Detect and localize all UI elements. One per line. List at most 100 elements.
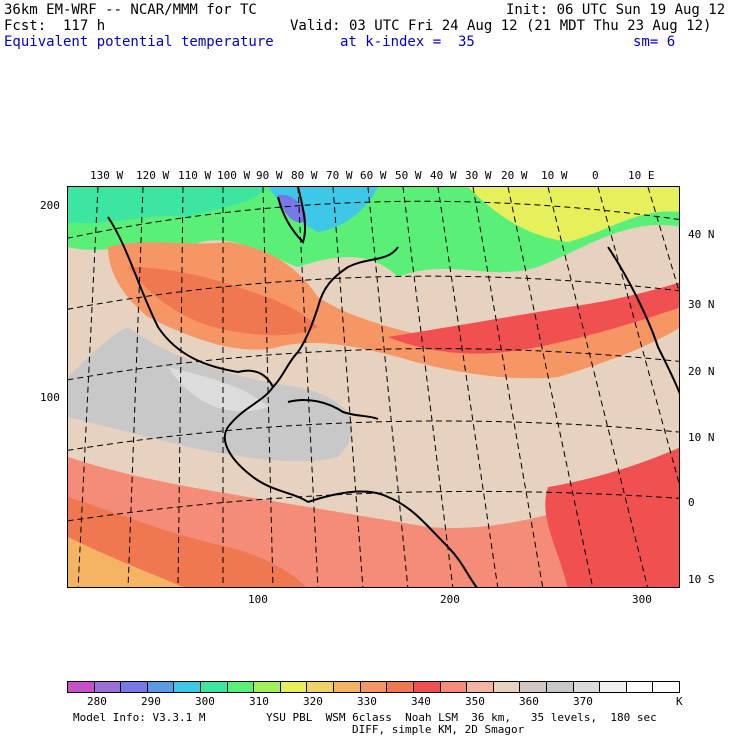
colorbar-swatch [573, 682, 601, 692]
lat-line-0 [68, 490, 679, 522]
field-band-red-southeast [545, 447, 679, 587]
grid-x-label: 300 [632, 593, 652, 606]
colorbar-swatch [174, 682, 202, 692]
coastline-north-america-west [107, 216, 309, 503]
colorbar-label: 350 [465, 695, 485, 708]
lat-line-40n [68, 200, 679, 239]
lon-label: 50 W [395, 169, 422, 182]
field-name: Equivalent potential temperature [4, 34, 274, 50]
coastline-north-america-east [272, 246, 399, 388]
colorbar-swatch [280, 682, 308, 692]
colorbar-swatch [467, 682, 494, 692]
grid-x-label: 200 [440, 593, 460, 606]
colorbar-label: 360 [519, 695, 539, 708]
model-info: Model Info: V3.3.1 M [73, 711, 206, 724]
colorbar-unit: K [676, 695, 683, 708]
lon-label: 130 W [90, 169, 124, 182]
colorbar-swatch [201, 682, 228, 692]
field-band-lightgray [168, 367, 268, 412]
field-band-teal [68, 187, 268, 224]
colorbar-label: 290 [141, 695, 161, 708]
lon-label: 30 W [465, 169, 492, 182]
colorbar-swatch [147, 682, 175, 692]
lon-label: 20 W [501, 169, 528, 182]
colorbar-swatch [413, 682, 441, 692]
graticule [68, 187, 679, 587]
physics-info: YSU PBL WSM 6class Noah LSM 36 km, 35 le… [266, 711, 657, 724]
colorbar-label: 320 [303, 695, 323, 708]
colorbar-label: 340 [411, 695, 431, 708]
colorbar-label: 300 [195, 695, 215, 708]
field-band-yellow [468, 187, 679, 242]
field-band-orange-southwest [68, 537, 184, 587]
smoothing-info: sm= 6 [633, 34, 676, 50]
colorbar-swatch [68, 682, 95, 692]
lat-label: 20 N [688, 365, 715, 378]
lat-label: 10 S [688, 573, 715, 586]
grid-y-label: 100 [40, 391, 60, 404]
forecast-hour: Fcst: 117 h [4, 18, 106, 34]
lat-label: 30 N [688, 298, 715, 311]
lon-label: 80 W [291, 169, 318, 182]
colorbar-swatch [334, 682, 361, 692]
color-bar [67, 681, 680, 693]
map-canvas [68, 187, 679, 587]
theta-e-map [67, 186, 680, 588]
lon-line [332, 187, 364, 587]
lon-label: 40 W [430, 169, 457, 182]
colorbar-swatch [121, 682, 148, 692]
lon-label: 60 W [360, 169, 387, 182]
valid-time: Valid: 03 UTC Fri 24 Aug 12 (21 MDT Thu … [290, 18, 712, 34]
colorbar-swatch [626, 682, 654, 692]
lon-line [262, 187, 274, 587]
lat-label: 40 N [688, 228, 715, 241]
colorbar-swatch [520, 682, 547, 692]
colorbar-swatch [600, 682, 627, 692]
coastline-caribbean [287, 399, 379, 420]
colorbar-label: 310 [249, 695, 269, 708]
lon-line [127, 187, 144, 587]
lon-line [77, 187, 99, 587]
lon-line [437, 187, 499, 587]
lon-label: 110 W [178, 169, 212, 182]
lat-line-30n [68, 275, 679, 310]
colorbar-swatch [360, 682, 388, 692]
lon-line [547, 187, 649, 587]
coastlines [107, 187, 679, 587]
lon-line [472, 187, 544, 587]
diffusion-info: DIFF, simple KM, 2D Smagor [352, 723, 525, 736]
level-info: at k-index = 35 [340, 34, 475, 50]
grid-x-label: 100 [248, 593, 268, 606]
colorbar-swatch [307, 682, 335, 692]
colorbar-label: 330 [357, 695, 377, 708]
colorbar-swatch [227, 682, 255, 692]
lon-label: 10 W [541, 169, 568, 182]
colorbar-swatch [387, 682, 414, 692]
grid-y-label: 200 [40, 199, 60, 212]
colorbar-swatch [440, 682, 468, 692]
init-time: Init: 06 UTC Sun 19 Aug 12 [506, 2, 726, 18]
lat-line-10n [68, 420, 679, 451]
coastline-africa [607, 246, 679, 395]
colorbar-swatch [546, 682, 574, 692]
colorbar-swatch [493, 682, 521, 692]
lon-label: 90 W [256, 169, 283, 182]
lon-label: 120 W [136, 169, 170, 182]
lat-label: 0 [688, 496, 695, 509]
field-band-purple [278, 194, 307, 223]
lon-line [177, 187, 184, 587]
lon-label: 100 W [217, 169, 251, 182]
colorbar-label: 370 [573, 695, 593, 708]
colorbar-swatch [94, 682, 122, 692]
lon-line [367, 187, 409, 587]
colorbar-label: 280 [87, 695, 107, 708]
field-band-cyan [268, 187, 378, 232]
coastline-south-america [307, 490, 478, 587]
coastline-hudson-bay [277, 187, 307, 244]
lon-label: 10 E [628, 169, 655, 182]
colorbar-swatch [254, 682, 281, 692]
lon-line [402, 187, 454, 587]
model-title: 36km EM-WRF -- NCAR/MMM for TC [4, 2, 257, 18]
lat-line-20n [68, 348, 679, 381]
lat-label: 10 N [688, 431, 715, 444]
